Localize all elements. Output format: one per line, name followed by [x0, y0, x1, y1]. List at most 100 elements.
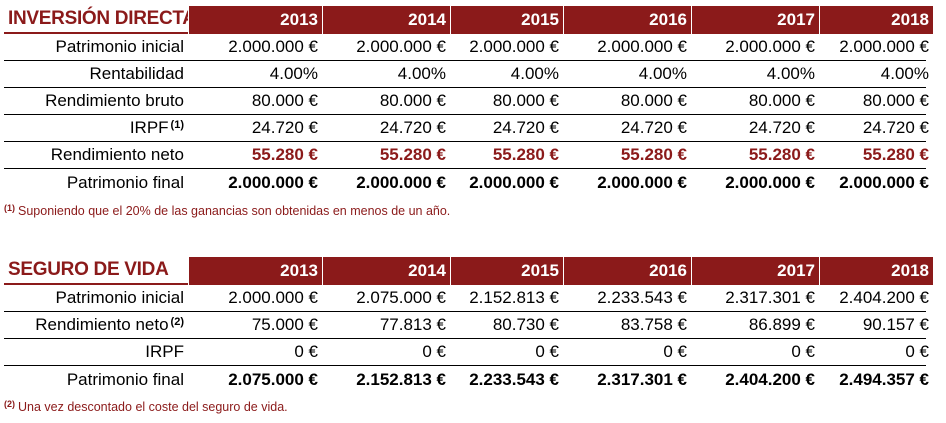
- table-cell: 2.152.813 €: [469, 288, 559, 307]
- table-row: Rendimiento bruto 80.000 € 80.000 € 80.0…: [4, 88, 929, 115]
- row-label-text: Rentabilidad: [89, 64, 184, 83]
- table-cell: 2.152.813 €: [356, 369, 446, 389]
- row-label: IRPF: [4, 339, 188, 365]
- table-row: IRPF (1) 24.720 € 24.720 € 24.720 € 24.72…: [4, 115, 929, 142]
- year-header: 2013: [188, 6, 322, 34]
- row-label: Rendimiento neto: [4, 142, 188, 168]
- table-cell: 24.720 €: [620, 118, 687, 137]
- table-cell: 2.000.000 €: [597, 172, 687, 192]
- table-cell: 2.000.000 €: [725, 172, 815, 192]
- footnote-text: Una vez descontado el coste del seguro d…: [18, 400, 288, 414]
- table-cell: 2.075.000 €: [228, 369, 318, 389]
- year-header: 2018: [819, 6, 933, 34]
- year-header: 2014: [322, 257, 450, 285]
- table-cell: 2.000.000 €: [228, 37, 318, 56]
- table-cell: 0 €: [422, 342, 446, 361]
- footnote-marker: (1): [170, 119, 184, 131]
- year-header: 2013: [188, 257, 322, 285]
- table-cell: 2.000.000 €: [228, 172, 318, 192]
- table-cell: 0 €: [791, 342, 815, 361]
- table-cell: 2.404.200 €: [725, 369, 815, 389]
- table-cell: 24.720 €: [379, 118, 446, 137]
- row-label: Rentabilidad: [4, 61, 188, 87]
- seguro-de-vida-table: SEGURO DE VIDA 2013 2014 2015 2016 2017 …: [4, 257, 933, 393]
- year-header: 2016: [563, 6, 691, 34]
- row-label: IRPF (1): [4, 115, 188, 141]
- table-cell: 80.000 €: [379, 91, 446, 110]
- table-row: Patrimonio inicial 2.000.000 € 2.000.000…: [4, 34, 929, 61]
- row-label-text: Patrimonio final: [66, 369, 184, 389]
- table-cell: 2.233.543 €: [469, 369, 559, 389]
- table-cell: 4.00%: [638, 64, 687, 83]
- row-label-text: Rendimiento bruto: [45, 91, 184, 110]
- inversion-directa-table: INVERSIÓN DIRECTA 2013 2014 2015 2016 20…: [4, 6, 933, 196]
- table-cell: 80.730 €: [492, 315, 559, 334]
- year-header: 2017: [691, 257, 819, 285]
- row-label-text: IRPF: [129, 118, 169, 137]
- row-label: Patrimonio inicial: [4, 285, 188, 311]
- table-cell: 80.000 €: [492, 91, 559, 110]
- footnote-marker: (2): [4, 399, 15, 409]
- table-cell: 55.280 €: [379, 145, 446, 164]
- row-label-text: Rendimiento neto: [50, 145, 184, 164]
- table-cell: 83.758 €: [620, 315, 687, 334]
- table-cell: 0 €: [663, 342, 687, 361]
- footnote-marker: (2): [170, 316, 184, 328]
- table-cell: 2.233.543 €: [597, 288, 687, 307]
- table-cell: 80.000 €: [251, 91, 318, 110]
- table-cell: 4.00%: [269, 64, 318, 83]
- table-cell: 77.813 €: [379, 315, 446, 334]
- table-cell: 90.157 €: [862, 315, 929, 334]
- table-row: Patrimonio inicial 2.000.000 € 2.075.000…: [4, 285, 929, 312]
- table-row: IRPF 0 € 0 € 0 € 0 € 0 € 0 €: [4, 339, 929, 366]
- table-cell: 2.075.000 €: [356, 288, 446, 307]
- table-cell: 80.000 €: [620, 91, 687, 110]
- table-header: SEGURO DE VIDA 2013 2014 2015 2016 2017 …: [4, 257, 933, 285]
- table-cell: 24.720 €: [492, 118, 559, 137]
- row-label: Rendimiento bruto: [4, 88, 188, 114]
- table-cell: 0 €: [905, 342, 929, 361]
- table-row: Patrimonio final 2.075.000 € 2.152.813 €…: [4, 366, 929, 393]
- year-header: 2015: [450, 6, 563, 34]
- table-cell: 0 €: [294, 342, 318, 361]
- year-header: 2015: [450, 257, 563, 285]
- table-cell: 2.000.000 €: [839, 37, 929, 56]
- year-header: 2014: [322, 6, 450, 34]
- year-header: 2018: [819, 257, 933, 285]
- row-label-text: Rendimiento neto: [35, 315, 169, 334]
- row-label: Patrimonio inicial: [4, 34, 188, 60]
- table-title: SEGURO DE VIDA: [4, 257, 188, 285]
- table-cell: 2.000.000 €: [469, 172, 559, 192]
- row-label: Patrimonio final: [4, 169, 188, 196]
- footnote-text: Suponiendo que el 20% de las ganancias s…: [18, 204, 451, 218]
- table-row: Rentabilidad 4.00% 4.00% 4.00% 4.00% 4.0…: [4, 61, 929, 88]
- table-cell: 75.000 €: [251, 315, 318, 334]
- table-header: INVERSIÓN DIRECTA 2013 2014 2015 2016 20…: [4, 6, 933, 34]
- footnote-marker: (1): [4, 203, 15, 213]
- table-cell: 2.000.000 €: [356, 172, 446, 192]
- table-cell: 2.317.301 €: [725, 288, 815, 307]
- row-label-text: Patrimonio inicial: [55, 37, 185, 56]
- table-cell: 55.280 €: [862, 145, 929, 164]
- table-cell: 55.280 €: [251, 145, 318, 164]
- table-cell: 2.000.000 €: [839, 172, 929, 192]
- table-cell: 4.00%: [510, 64, 559, 83]
- table-cell: 2.317.301 €: [597, 369, 687, 389]
- year-header: 2017: [691, 6, 819, 34]
- table-cell: 2.494.357 €: [839, 369, 929, 389]
- table-cell: 80.000 €: [748, 91, 815, 110]
- table-cell: 86.899 €: [748, 315, 815, 334]
- table-cell: 4.00%: [880, 64, 929, 83]
- table-cell: 2.404.200 €: [839, 288, 929, 307]
- table-cell: 2.000.000 €: [228, 288, 318, 307]
- table-cell: 24.720 €: [748, 118, 815, 137]
- table-cell: 4.00%: [766, 64, 815, 83]
- table-cell: 55.280 €: [748, 145, 815, 164]
- year-header: 2016: [563, 257, 691, 285]
- row-label-text: Patrimonio inicial: [55, 288, 185, 307]
- table-cell: 80.000 €: [862, 91, 929, 110]
- table-cell: 2.000.000 €: [356, 37, 446, 56]
- footnote: (2) Una vez descontado el coste del segur…: [4, 399, 288, 414]
- row-label-text: IRPF: [145, 342, 184, 361]
- table-title: INVERSIÓN DIRECTA: [4, 6, 196, 34]
